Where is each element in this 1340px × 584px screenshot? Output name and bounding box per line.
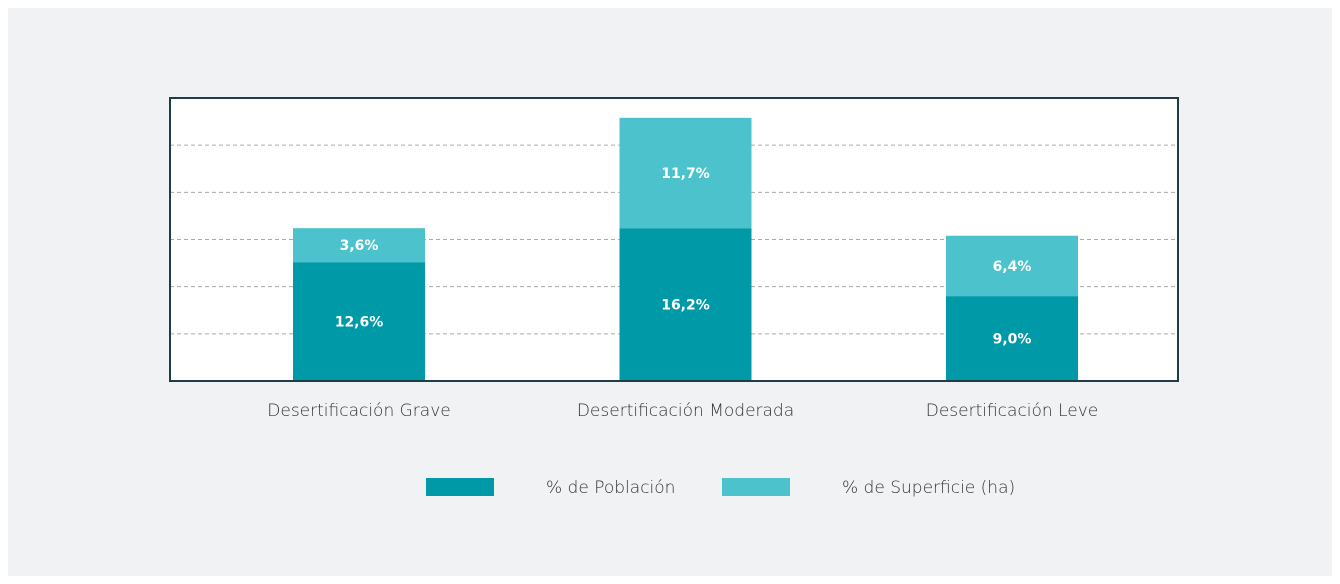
legend-swatch — [426, 478, 494, 496]
bars: 12,6% 3,6% Desertificación Grave 16,2% 11,7%… — [267, 117, 1099, 421]
value-label: 11,7% — [661, 166, 710, 182]
legend-swatch — [722, 478, 790, 496]
x-tick-label: Desertificación Moderada — [577, 401, 794, 421]
bar-segment — [293, 262, 425, 381]
x-tick-label: Desertificación Grave — [267, 401, 450, 421]
plot-border — [169, 97, 1179, 382]
value-label: 9,0% — [993, 332, 1032, 348]
bar-segment — [946, 235, 1078, 297]
bar-segment — [619, 228, 752, 381]
bar-segment — [619, 117, 752, 229]
legend-label: % de Población — [546, 478, 675, 498]
bar-segment — [293, 228, 425, 263]
legend-label: % de Superficie (ha) — [842, 478, 1015, 498]
value-label: 6,4% — [993, 259, 1032, 275]
legend: % de Población % de Superficie (ha) — [426, 478, 1015, 498]
x-tick-label: Desertificación Leve — [926, 401, 1099, 421]
value-label: 16,2% — [661, 298, 710, 314]
value-label: 12,6% — [335, 315, 384, 331]
value-label: 3,6% — [340, 238, 379, 254]
bar-segment — [946, 296, 1078, 381]
